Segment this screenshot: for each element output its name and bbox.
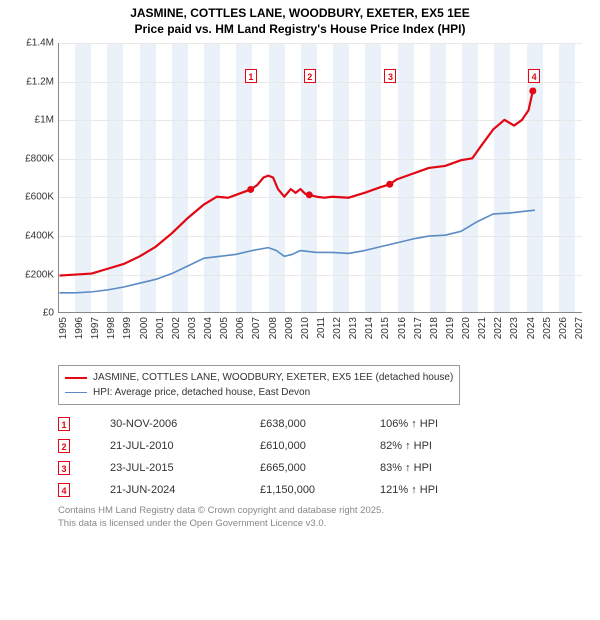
chart-marker: 4 xyxy=(528,69,540,83)
x-tick-label: 1998 xyxy=(106,317,117,339)
sale-date: 23-JUL-2015 xyxy=(110,462,220,474)
x-tick-label: 2016 xyxy=(397,317,408,339)
plot-area: 1 2 3 4 xyxy=(58,43,582,313)
chart-marker: 3 xyxy=(384,69,396,83)
x-tick-label: 2017 xyxy=(413,317,424,339)
y-tick-label: £1M xyxy=(35,115,54,126)
chart-wrapper: £0£200K£400K£600K£800K£1M£1.2M£1.4M 1234… xyxy=(18,43,588,363)
y-tick-label: £800K xyxy=(25,153,54,164)
sale-dot xyxy=(529,88,536,95)
chart-marker: 2 xyxy=(304,69,316,83)
x-tick-label: 2009 xyxy=(284,317,295,339)
sale-hpi: 106% ↑ HPI xyxy=(380,418,490,430)
sale-date: 30-NOV-2006 xyxy=(110,418,220,430)
x-tick-label: 2004 xyxy=(203,317,214,339)
footer-line-1: Contains HM Land Registry data © Crown c… xyxy=(58,505,590,518)
x-axis: 1995 1996 1997 1998 1999 2000 2001 2002 2003 2004… xyxy=(58,313,582,363)
sale-dot xyxy=(247,186,254,193)
x-tick-label: 1996 xyxy=(74,317,85,339)
sale-marker: 1 xyxy=(58,417,70,431)
title-line-1: JASMINE, COTTLES LANE, WOODBURY, EXETER,… xyxy=(10,6,590,22)
chart-title-block: JASMINE, COTTLES LANE, WOODBURY, EXETER,… xyxy=(10,6,590,37)
chart-svg xyxy=(59,43,582,312)
sale-hpi: 82% ↑ HPI xyxy=(380,440,490,452)
sale-price: £610,000 xyxy=(260,440,340,452)
x-tick-label: 2027 xyxy=(574,317,585,339)
series-property xyxy=(59,88,534,275)
sale-price: £1,150,000 xyxy=(260,484,340,496)
chart-marker: 1 xyxy=(245,69,257,83)
legend: JASMINE, COTTLES LANE, WOODBURY, EXETER,… xyxy=(58,365,460,405)
x-tick-label: 2020 xyxy=(461,317,472,339)
x-tick-label: 2007 xyxy=(251,317,262,339)
x-tick-label: 2008 xyxy=(268,317,279,339)
x-tick-label: 2011 xyxy=(316,317,327,339)
sales-table: 1 30-NOV-2006 £638,000 106% ↑ HPI 2 21-JUL-20… xyxy=(58,417,590,497)
x-tick-label: 2025 xyxy=(542,317,553,339)
footer-note: Contains HM Land Registry data © Crown c… xyxy=(58,505,590,531)
x-tick-label: 2018 xyxy=(429,317,440,339)
legend-swatch xyxy=(65,377,87,379)
footer-line-2: This data is licensed under the Open Gov… xyxy=(58,518,590,531)
x-tick-label: 2015 xyxy=(380,317,391,339)
x-tick-label: 2001 xyxy=(155,317,166,339)
y-tick-label: £0 xyxy=(43,308,54,319)
x-tick-label: 2002 xyxy=(171,317,182,339)
title-line-2: Price paid vs. HM Land Registry's House … xyxy=(10,22,590,38)
x-tick-label: 2021 xyxy=(477,317,488,339)
sale-hpi: 121% ↑ HPI xyxy=(380,484,490,496)
x-tick-label: 2014 xyxy=(364,317,375,339)
legend-label: JASMINE, COTTLES LANE, WOODBURY, EXETER,… xyxy=(93,370,453,385)
legend-item: JASMINE, COTTLES LANE, WOODBURY, EXETER,… xyxy=(65,370,453,385)
chart-container: JASMINE, COTTLES LANE, WOODBURY, EXETER,… xyxy=(0,0,600,620)
sale-marker: 4 xyxy=(58,483,70,497)
x-tick-label: 1995 xyxy=(58,317,69,339)
sale-price: £638,000 xyxy=(260,418,340,430)
sale-dot xyxy=(386,181,393,188)
x-tick-label: 2013 xyxy=(348,317,359,339)
sale-hpi: 83% ↑ HPI xyxy=(380,462,490,474)
x-tick-label: 1997 xyxy=(90,317,101,339)
x-tick-label: 2003 xyxy=(187,317,198,339)
x-tick-label: 2019 xyxy=(445,317,456,339)
x-tick-label: 2024 xyxy=(526,317,537,339)
x-tick-label: 2022 xyxy=(493,317,504,339)
y-axis: £0£200K£400K£600K£800K£1M£1.2M£1.4M xyxy=(18,43,58,313)
sale-row: 3 23-JUL-2015 £665,000 83% ↑ HPI xyxy=(58,461,590,475)
sale-row: 1 30-NOV-2006 £638,000 106% ↑ HPI xyxy=(58,417,590,431)
y-tick-label: £200K xyxy=(25,269,54,280)
x-tick-label: 2012 xyxy=(332,317,343,339)
sale-dot xyxy=(306,192,313,199)
x-tick-label: 2023 xyxy=(509,317,520,339)
y-tick-label: £1.4M xyxy=(26,38,54,49)
sale-row: 2 21-JUL-2010 £610,000 82% ↑ HPI xyxy=(58,439,590,453)
y-tick-label: £400K xyxy=(25,231,54,242)
sale-row: 4 21-JUN-2024 £1,150,000 121% ↑ HPI xyxy=(58,483,590,497)
sale-date: 21-JUN-2024 xyxy=(110,484,220,496)
sale-date: 21-JUL-2010 xyxy=(110,440,220,452)
x-tick-label: 2006 xyxy=(235,317,246,339)
x-tick-label: 2010 xyxy=(300,317,311,339)
series-hpi xyxy=(59,210,534,293)
sale-price: £665,000 xyxy=(260,462,340,474)
y-tick-label: £1.2M xyxy=(26,76,54,87)
x-tick-label: 2026 xyxy=(558,317,569,339)
x-tick-label: 2000 xyxy=(139,317,150,339)
sale-marker: 3 xyxy=(58,461,70,475)
legend-swatch xyxy=(65,392,87,394)
x-tick-label: 1999 xyxy=(122,317,133,339)
legend-item: HPI: Average price, detached house, East… xyxy=(65,385,453,400)
x-tick-label: 2005 xyxy=(219,317,230,339)
legend-label: HPI: Average price, detached house, East… xyxy=(93,385,310,400)
sale-marker: 2 xyxy=(58,439,70,453)
y-tick-label: £600K xyxy=(25,192,54,203)
